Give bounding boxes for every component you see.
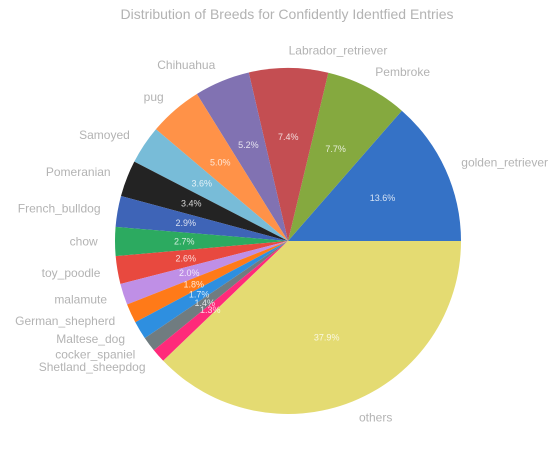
percent-label-others: 37.9% — [314, 332, 340, 342]
category-label-golden-retriever: golden_retriever — [461, 155, 548, 169]
percent-label-cocker-spaniel: 1.4% — [194, 298, 215, 308]
category-label-labrador-retriever: Labrador_retriever — [289, 44, 388, 58]
pie-slice-french-bulldog — [115, 195, 288, 241]
percent-label-samoyed: 3.6% — [191, 178, 212, 188]
category-label-malamute: malamute — [54, 293, 107, 307]
percent-label-pomeranian: 3.4% — [181, 199, 202, 209]
pie-slice-pomeranian — [120, 161, 288, 241]
chart-title: Distribution of Breeds for Confidently I… — [120, 6, 453, 22]
percent-labels: 13.6% 7.7% 7.4% 5.2% 5.0% 3.6% 3.4% 2.9% 2.7% 2.6… — [174, 132, 395, 342]
percent-label-golden-retriever: 13.6% — [370, 193, 396, 203]
percent-label-labrador-retriever: 7.4% — [278, 132, 299, 142]
pie-slice-malamute — [120, 241, 288, 305]
percent-label-pug: 5.0% — [210, 157, 231, 167]
pie-slice-labrador-retriever — [248, 67, 329, 241]
percent-label-toy-poodle: 2.6% — [175, 254, 196, 264]
percent-label-chihuahua: 5.2% — [238, 140, 259, 150]
category-label-samoyed: Samoyed — [79, 128, 130, 142]
percent-label-malamute: 2.0% — [179, 268, 200, 278]
pie-slice-toy-poodle — [115, 241, 288, 284]
category-label-chow: chow — [70, 235, 98, 249]
pie-slice-others — [163, 241, 461, 415]
category-label-cocker-spaniel: cocker_spaniel — [55, 348, 135, 362]
percent-label-shetland-sheepdog: 1.3% — [200, 305, 221, 315]
category-label-german-shepherd: German_shepherd — [15, 314, 115, 328]
percent-label-chow: 2.7% — [174, 236, 195, 246]
pie-slices — [114, 67, 461, 415]
pie-slice-pembroke — [288, 72, 402, 241]
percent-label-pembroke: 7.7% — [325, 144, 346, 154]
category-label-pomeranian: Pomeranian — [46, 165, 111, 179]
pie-slice-shetland-sheepdog — [153, 241, 288, 361]
category-label-chihuahua: Chihuahua — [157, 58, 215, 72]
pie-slice-golden-retriever — [288, 110, 461, 242]
category-label-maltese-dog: Maltese_dog — [56, 332, 125, 346]
percent-label-maltese-dog: 1.7% — [189, 290, 210, 300]
pie-slice-samoyed — [134, 129, 288, 241]
category-label-shetland-sheepdog: Shetland_sheepdog — [39, 360, 146, 374]
pie-slice-german-shepherd — [127, 241, 288, 323]
pie-slice-chihuahua — [196, 72, 288, 241]
pie-slice-pug — [155, 93, 288, 242]
category-label-pug: pug — [144, 90, 164, 104]
category-label-pembroke: Pembroke — [375, 65, 430, 79]
pie-slice-maltese-dog — [135, 241, 288, 339]
pie-slice-chow — [114, 226, 288, 257]
category-label-french-bulldog: French_bulldog — [18, 201, 101, 215]
category-labels: golden_retriever Pembroke Labrador_retriev… — [15, 44, 548, 425]
pie-slice-cocker-spaniel — [144, 241, 288, 351]
percent-label-french-bulldog: 2.9% — [175, 218, 196, 228]
category-label-others: others — [359, 411, 392, 425]
percent-label-german-shepherd: 1.8% — [184, 280, 205, 290]
category-label-toy-poodle: toy_poodle — [42, 266, 101, 280]
